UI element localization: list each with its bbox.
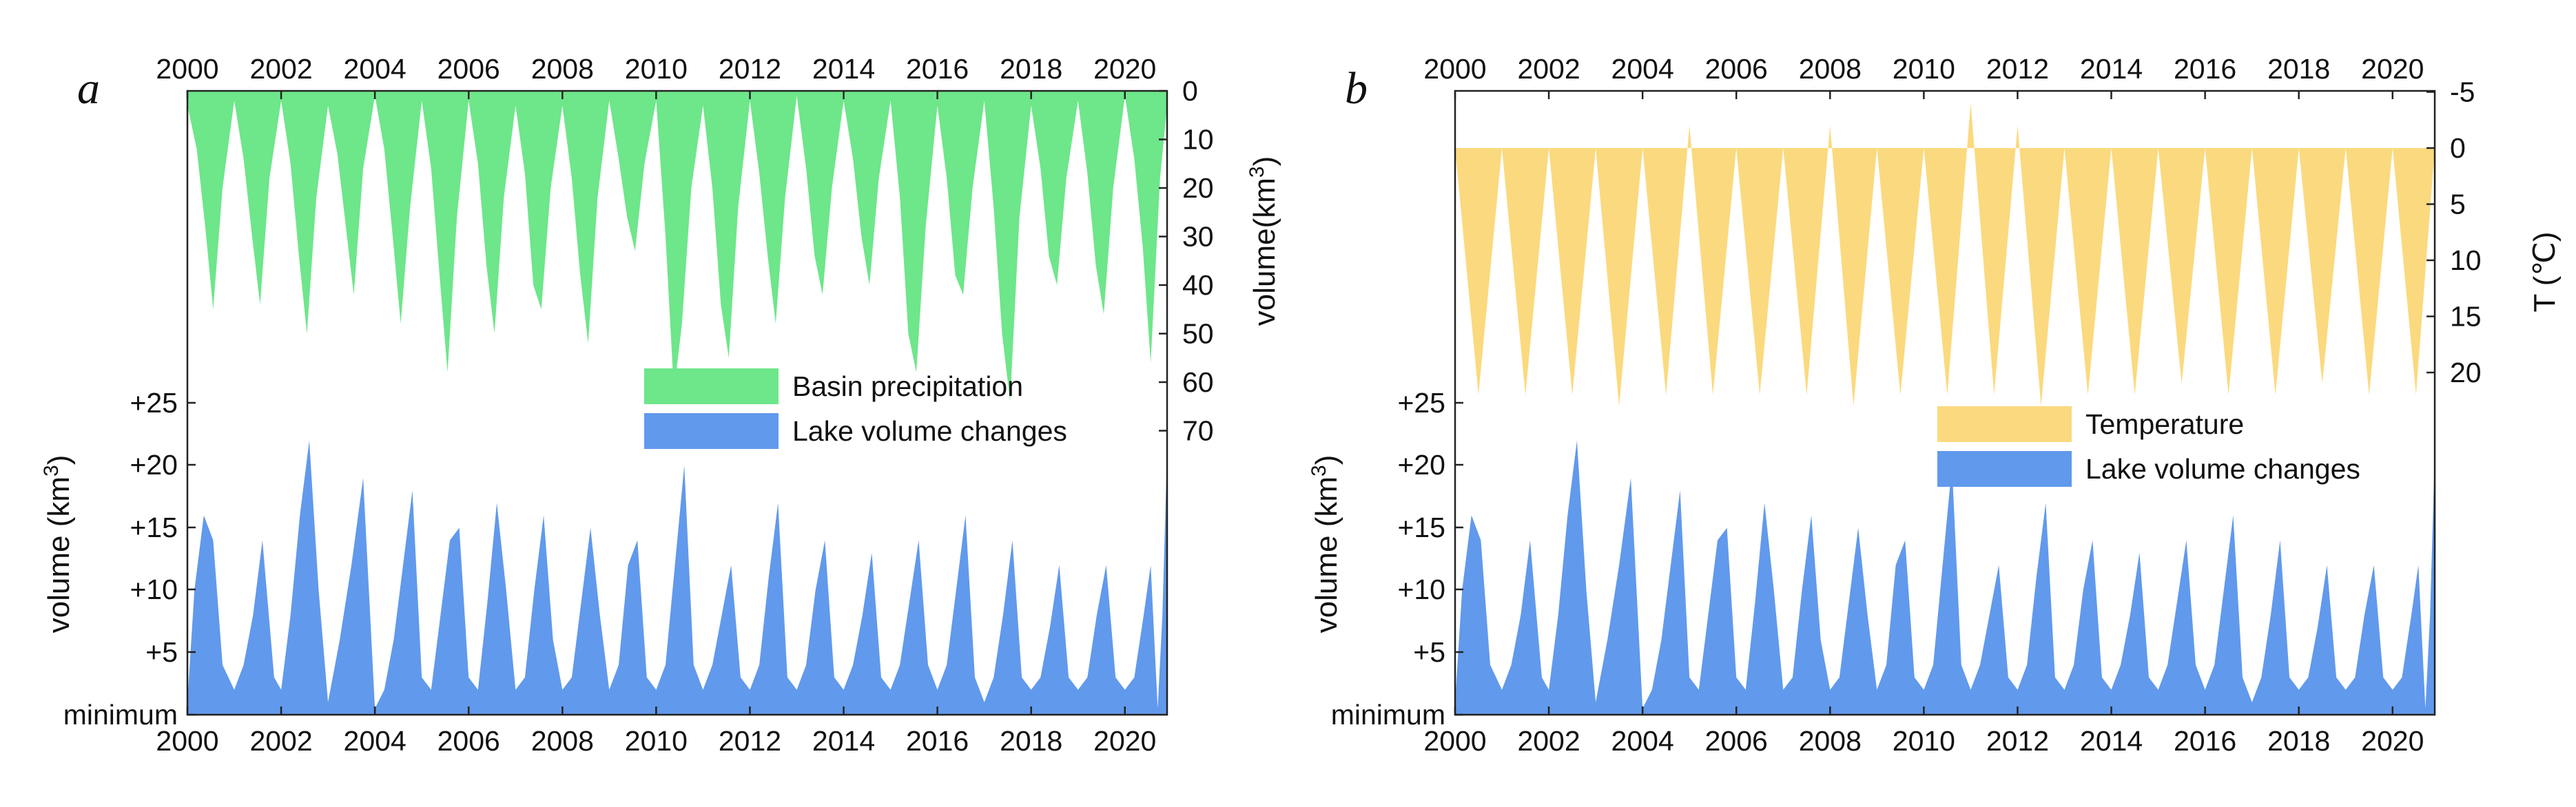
x-tick-label-bottom: 2016 (2174, 725, 2236, 757)
x-tick-label-bottom: 2018 (2267, 725, 2330, 757)
x-tick-label-top: 2006 (437, 53, 500, 85)
left-tick-label: +5 (1413, 636, 1445, 668)
x-tick-label-bottom: 2000 (1423, 725, 1486, 757)
x-tick-label-top: 2018 (1000, 53, 1062, 85)
x-tick-label-bottom: 2002 (1517, 725, 1580, 757)
right-tick-label: 60 (1182, 366, 1214, 398)
legend-label: Lake volume changes (792, 415, 1067, 447)
right-tick-label: 20 (2450, 357, 2482, 388)
right-axis-title: volume(km3) (1246, 156, 1281, 326)
x-tick-label-bottom: 2006 (437, 725, 500, 757)
left-axis-title: volume (km3) (1308, 455, 1343, 633)
x-tick-label-top: 2012 (1986, 53, 2049, 85)
left-tick-label: +15 (1397, 512, 1445, 543)
left-tick-label: minimum (1331, 699, 1445, 731)
x-tick-label-top: 2014 (2080, 53, 2143, 85)
x-tick-label-top: 2010 (1893, 53, 1955, 85)
x-tick-label-bottom: 2004 (344, 725, 406, 757)
right-tick-label: 40 (1182, 269, 1214, 301)
area-lake-volume-changes (1455, 440, 2435, 715)
left-tick-label: +5 (145, 636, 178, 668)
x-tick-label-top: 2018 (2267, 53, 2330, 85)
x-tick-label-top: 2010 (625, 53, 688, 85)
x-tick-label-bottom: 2006 (1705, 725, 1768, 757)
x-tick-label-bottom: 2004 (1611, 725, 1674, 757)
legend-label: Temperature (2085, 408, 2244, 440)
left-tick-label: +20 (1397, 449, 1445, 481)
panel-a-letter: a (77, 63, 100, 114)
x-tick-label-bottom: 2010 (1893, 725, 1955, 757)
panel-b-chart: b 2000 2000 2002 2002 2004 2004 2006 2006 2008 20… (1308, 53, 2562, 757)
area-lake-volume-changes (187, 440, 1167, 715)
x-tick-label-bottom: 2014 (812, 725, 875, 757)
x-tick-label-top: 2006 (1705, 53, 1768, 85)
x-tick-label-bottom: 2018 (1000, 725, 1062, 757)
right-tick-label: -5 (2450, 76, 2475, 108)
left-tick-label: +25 (1397, 387, 1445, 419)
x-tick-label-bottom: 2020 (2361, 725, 2424, 757)
left-tick-label: minimum (63, 699, 178, 731)
x-tick-label-top: 2002 (249, 53, 312, 85)
left-axis-title: volume (km3) (40, 455, 76, 633)
right-tick-label: 10 (1182, 124, 1214, 156)
legend-label: Basin precipitation (792, 370, 1023, 402)
legend-swatch (1937, 451, 2072, 487)
legend-swatch (1937, 406, 2072, 442)
x-tick-label-top: 2008 (1799, 53, 1862, 85)
right-tick-label: 50 (1182, 318, 1214, 350)
right-tick-label: 20 (1182, 172, 1214, 204)
x-tick-label-top: 2004 (1611, 53, 1674, 85)
left-tick-label: +10 (130, 574, 178, 605)
x-tick-label-top: 2004 (344, 53, 406, 85)
right-tick-label: 10 (2450, 244, 2482, 276)
x-tick-label-bottom: 2000 (156, 725, 218, 757)
x-tick-label-top: 2016 (2174, 53, 2236, 85)
left-tick-label: +15 (130, 512, 178, 543)
legend-swatch (644, 413, 779, 449)
right-tick-label: 5 (2450, 189, 2466, 220)
x-tick-label-bottom: 2020 (1093, 725, 1156, 757)
right-axis-title: T (℃) (2528, 231, 2562, 312)
right-tick-label: 0 (2450, 132, 2466, 164)
area-temperature (1455, 103, 2435, 406)
left-tick-label: +10 (1397, 574, 1445, 605)
x-tick-label-top: 2000 (156, 53, 218, 85)
x-tick-label-top: 2014 (812, 53, 875, 85)
panel-b-letter: b (1345, 63, 1368, 114)
right-tick-label: 70 (1182, 415, 1214, 447)
left-tick-label: +25 (130, 387, 178, 419)
x-tick-label-top: 2008 (531, 53, 594, 85)
x-tick-label-top: 2000 (1423, 53, 1486, 85)
legend-swatch (644, 368, 779, 404)
x-tick-label-bottom: 2008 (531, 725, 594, 757)
x-tick-label-bottom: 2002 (249, 725, 312, 757)
x-tick-label-bottom: 2016 (906, 725, 969, 757)
x-tick-label-top: 2020 (1093, 53, 1156, 85)
right-tick-label: 0 (1182, 75, 1198, 107)
x-tick-label-bottom: 2012 (719, 725, 781, 757)
x-tick-label-top: 2020 (2361, 53, 2424, 85)
x-tick-label-bottom: 2008 (1799, 725, 1862, 757)
right-tick-label: 15 (2450, 301, 2482, 333)
left-tick-label: +20 (130, 449, 178, 481)
x-tick-label-top: 2012 (719, 53, 781, 85)
x-tick-label-bottom: 2014 (2080, 725, 2143, 757)
panel-a-chart: a 2000 2000 2002 2002 2004 2004 2006 2006 2008 20… (40, 53, 1281, 757)
right-tick-label: 30 (1182, 221, 1214, 253)
x-tick-label-top: 2016 (906, 53, 969, 85)
x-tick-label-bottom: 2012 (1986, 725, 2049, 757)
x-tick-label-bottom: 2010 (625, 725, 688, 757)
area-basin-precipitation (187, 91, 1167, 402)
x-tick-label-top: 2002 (1517, 53, 1580, 85)
legend-label: Lake volume changes (2085, 453, 2360, 485)
